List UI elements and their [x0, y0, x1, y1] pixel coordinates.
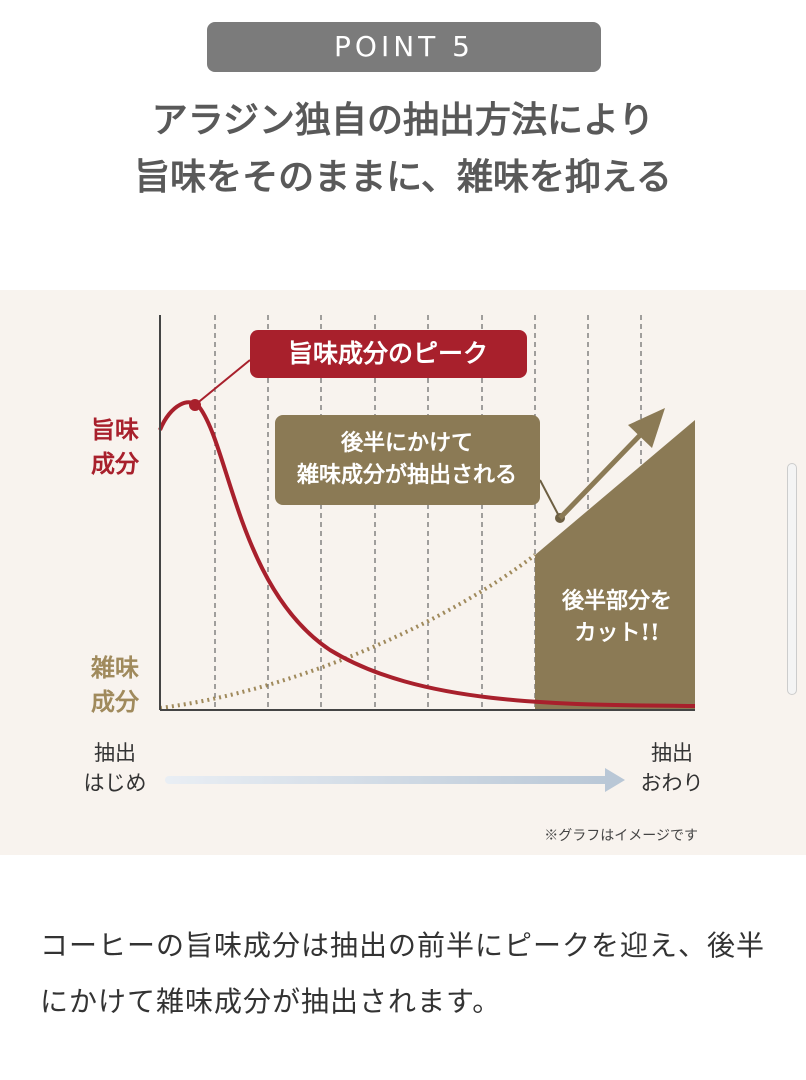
peak-pointer — [194, 359, 251, 406]
y-label-top: 旨味 — [91, 415, 139, 444]
x-end-label: 抽出 — [651, 741, 693, 765]
cut-area — [535, 420, 695, 710]
point-badge: POINT 5 — [207, 22, 601, 72]
body-text: コーヒーの旨味成分は抽出の前半にピークを迎え、後半にかけて雑味成分が抽出されます… — [40, 929, 766, 1018]
graph: 旨味成分のピーク 後半にかけて 雑味成分が抽出される 後半部分を カット!! 旨… — [0, 290, 806, 855]
heading: アラジン独自の抽出方法により 旨味をそのままに、雑味を抑える — [0, 92, 806, 206]
heading-line: アラジン独自の抽出方法により — [151, 100, 655, 141]
x-start-label: はじめ — [84, 771, 147, 795]
y-label-bottom: 成分 — [91, 687, 140, 716]
x-start-label: 抽出 — [94, 741, 136, 765]
late-callout: 雑味成分が抽出される — [296, 462, 517, 488]
note: ※グラフはイメージです — [544, 828, 698, 844]
heading-line: 旨味をそのままに、雑味を抑える — [134, 157, 672, 198]
y-label-bottom: 雑味 — [90, 653, 139, 682]
time-arrow-head — [605, 768, 625, 792]
y-label-top: 成分 — [91, 449, 140, 478]
peak-callout: 旨味成分のピーク — [288, 339, 488, 368]
scrollbar[interactable] — [787, 463, 797, 695]
cut-label: 後半部分を — [561, 588, 672, 614]
rise-arrow — [558, 428, 647, 520]
late-callout: 後半にかけて — [340, 430, 473, 456]
cut-label: カット!! — [574, 620, 659, 646]
late-pointer — [539, 479, 561, 519]
peak-dot — [189, 399, 201, 411]
x-end-label: おわり — [641, 771, 704, 795]
time-arrow — [165, 776, 610, 784]
bitter-curve — [159, 553, 537, 710]
rise-arrow-head — [628, 408, 665, 448]
late-callout-box — [275, 415, 540, 505]
grid-lines — [214, 315, 642, 710]
peak-callout-box — [250, 330, 527, 378]
